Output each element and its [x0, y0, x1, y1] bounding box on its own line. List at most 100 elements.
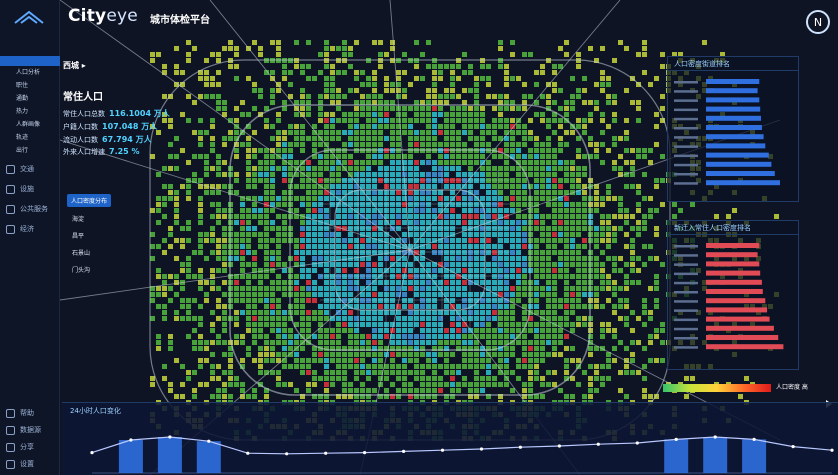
map-place-label: 海淀 [72, 216, 85, 223]
sidebar-item-0[interactable] [0, 56, 60, 66]
map-place-label: 石景山 [72, 250, 91, 257]
sidebar-item-3[interactable]: 通勤 [16, 95, 29, 102]
sidebar-section-label: 经济 [20, 225, 34, 233]
sidebar-tool-2[interactable]: 分享 [0, 439, 60, 456]
ranking-bar [706, 325, 774, 331]
sidebar-section-label: 交通 [20, 165, 34, 173]
sidebar-section-label: 设施 [20, 185, 34, 193]
ranking-row-label [674, 263, 698, 266]
stat-title: 常住人口 [63, 88, 107, 103]
sidebar-item-1[interactable]: 人口分析 [16, 69, 41, 76]
compass-icon[interactable]: N [806, 10, 830, 34]
ranking-bar [706, 335, 779, 340]
ranking-bar [706, 115, 761, 121]
sidebar-item-4[interactable]: 热力 [16, 108, 29, 115]
sidebar-item-7[interactable]: 出行 [16, 147, 29, 154]
sidebar-item-2[interactable]: 职住 [16, 82, 29, 89]
timeline-point[interactable] [479, 447, 484, 451]
stat-title-text: 常住人口 [63, 92, 103, 103]
ranking-row-label [674, 309, 698, 312]
timeline-point[interactable] [168, 435, 172, 439]
panel-title: 人口密度街道排名 [668, 57, 798, 71]
sidebar-section-3[interactable]: 经济 [0, 221, 60, 237]
ranking-row-label [674, 81, 698, 84]
stat-row: 外来人口增速 7.25 % [63, 147, 140, 157]
timeline-point[interactable] [285, 452, 289, 456]
database-icon [6, 426, 15, 435]
density-layer-tag[interactable]: 人口密度分布 [67, 194, 112, 207]
sidebar-tool-1[interactable]: 数据源 [0, 422, 60, 439]
ranking-row-label [674, 90, 698, 93]
timeline-point[interactable] [674, 437, 678, 441]
ranking-bar [706, 79, 760, 84]
sidebar-tool-3[interactable]: 设置 [0, 456, 60, 473]
timeline-bar[interactable] [157, 437, 182, 473]
ranking-row-label [674, 154, 698, 158]
help-icon [6, 409, 15, 418]
ranking-bar [706, 143, 766, 149]
ranking-row-label [674, 254, 698, 257]
timeline-point[interactable] [363, 451, 367, 455]
ranking-row-label [674, 318, 698, 322]
timeline-point[interactable] [830, 448, 834, 452]
ranking-bar [706, 289, 763, 294]
district-selector[interactable]: 西城 ▸ [63, 60, 86, 71]
ranking-row-label [674, 99, 698, 102]
timeline-point[interactable] [207, 439, 211, 443]
new-resident-ranking-chart [674, 243, 784, 350]
map-place-label: 门头沟 [72, 267, 91, 274]
sidebar-section-0[interactable]: 交通 [0, 161, 60, 177]
sidebar-item-5[interactable]: 人群画像 [16, 121, 41, 128]
stat-value: 107.048 万人 [102, 122, 158, 131]
timeline-point[interactable] [596, 442, 600, 446]
timeline-chart[interactable] [62, 403, 838, 475]
ranking-row-label [674, 127, 698, 130]
top-ranking-chart [674, 79, 780, 186]
timeline-point[interactable] [324, 451, 328, 455]
sidebar-tool-0[interactable]: 帮助 [0, 405, 60, 422]
hourly-timeline[interactable]: 24小时人口变化 [62, 402, 838, 475]
sidebar-tool-label: 设置 [20, 460, 34, 468]
timeline-point[interactable] [90, 451, 94, 455]
timeline-point[interactable] [557, 444, 561, 448]
chart-icon [6, 224, 15, 234]
stat-label: 户籍人口数 [63, 123, 98, 131]
ranking-bar [706, 270, 761, 276]
timeline-point[interactable] [752, 437, 756, 441]
timeline-bar[interactable] [118, 440, 143, 473]
timeline-point[interactable] [791, 445, 795, 449]
sidebar: 人口分析职住通勤热力人群画像轨迹出行交通设施公共服务经济 帮助数据源 分享设置 [0, 0, 60, 475]
brand-name-bold: City [68, 6, 107, 26]
panel-title: 新迁入常住人口密度排名 [668, 221, 798, 235]
timeline-point[interactable] [246, 451, 250, 455]
sidebar-bottom-tools: 帮助 数据源 分享 设置 [0, 405, 60, 473]
timeline-point[interactable] [402, 449, 406, 453]
timeline-bar[interactable] [703, 437, 728, 473]
timeline-point[interactable] [129, 438, 133, 442]
timeline-point[interactable] [440, 448, 445, 452]
ranking-bar [706, 344, 784, 350]
ranking-bar [706, 298, 766, 304]
timeline-bar[interactable] [742, 439, 767, 473]
service-icon [6, 204, 15, 214]
sidebar-tool-label: 帮助 [20, 409, 34, 417]
timeline-bar[interactable] [196, 441, 221, 473]
ranking-bar [706, 261, 760, 267]
app-logo-icon[interactable] [12, 8, 46, 30]
ranking-bar [706, 152, 769, 158]
chevron-right-icon: ▸ [81, 61, 86, 70]
ranking-row-label [674, 108, 698, 112]
sidebar-item-6[interactable]: 轨迹 [16, 134, 29, 141]
timeline-point[interactable] [518, 445, 522, 449]
stat-label: 流动人口数 [63, 136, 98, 144]
ranking-bar [706, 252, 758, 258]
timeline-point[interactable] [713, 435, 717, 439]
sidebar-section-2[interactable]: 公共服务 [0, 201, 60, 217]
timeline-bar[interactable] [664, 439, 689, 473]
ranking-bar [706, 106, 761, 112]
district-name: 西城 [63, 61, 79, 70]
timeline-point[interactable] [635, 441, 639, 445]
stat-row: 流动人口数 67.794 万人 [63, 134, 152, 145]
ranking-bar [706, 125, 762, 130]
sidebar-section-1[interactable]: 设施 [0, 181, 60, 197]
